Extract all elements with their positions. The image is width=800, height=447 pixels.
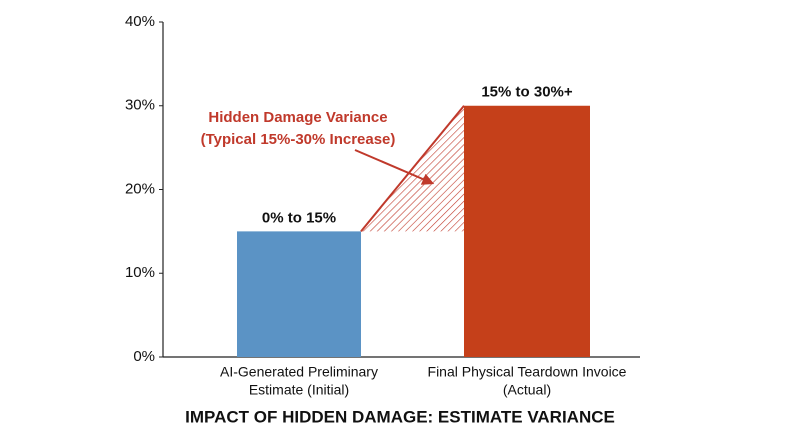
x-tick-label: (Actual) — [503, 382, 551, 398]
bar-annotation: 15% to 30%+ — [481, 84, 573, 101]
bar-annotation: 0% to 15% — [262, 209, 336, 226]
variance-edge — [360, 105, 465, 233]
x-tick-label: AI-Generated Preliminary — [220, 364, 378, 380]
bar — [237, 231, 361, 357]
y-tick-label: 20% — [125, 180, 155, 197]
x-tick-label: Final Physical Teardown Invoice — [428, 364, 627, 380]
y-tick-label: 0% — [133, 348, 155, 365]
annotation: (Typical 15%-30% Increase) — [201, 131, 396, 148]
annotation: Hidden Damage Variance — [208, 109, 387, 126]
y-tick-label: 10% — [125, 264, 155, 281]
y-tick-label: 30% — [125, 97, 155, 114]
bar — [464, 105, 590, 357]
chart-title: IMPACT OF HIDDEN DAMAGE: ESTIMATE VARIAN… — [185, 407, 615, 426]
y-tick-label: 40% — [125, 13, 155, 30]
annotation-arrow — [354, 149, 435, 185]
x-tick-label: Estimate (Initial) — [249, 382, 349, 398]
